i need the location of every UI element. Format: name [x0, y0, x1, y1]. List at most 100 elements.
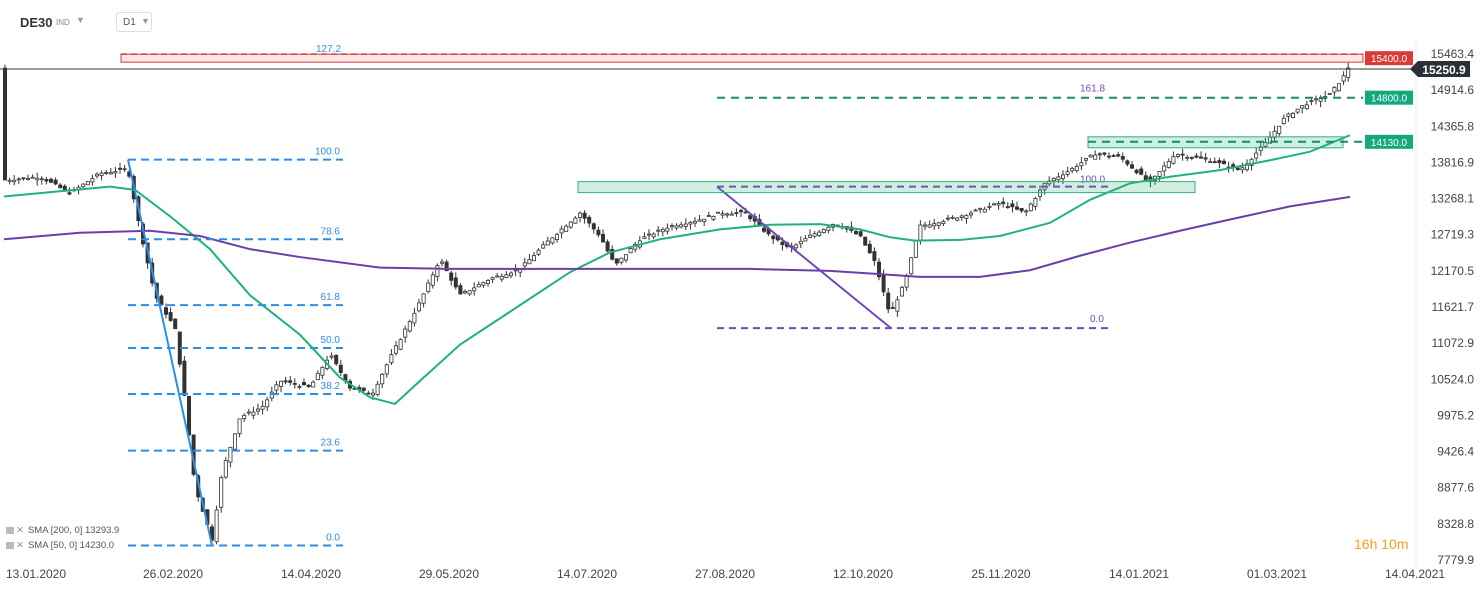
candle [1125, 160, 1130, 165]
legend-sma200[interactable]: ✕ SMA [200, 0] 13293.9 [6, 525, 119, 537]
fib-level-label: 61.8 [321, 292, 341, 303]
candle [725, 213, 730, 216]
candle [877, 261, 882, 278]
candle [702, 218, 707, 223]
candle [1084, 157, 1089, 161]
candle [90, 178, 95, 183]
candle [16, 178, 21, 181]
candle [1300, 105, 1305, 109]
candle [1107, 155, 1112, 158]
fib-level-label: 100.0 [1080, 175, 1105, 186]
x-tick-label: 27.08.2020 [695, 567, 755, 581]
candle [439, 261, 444, 264]
candle [1281, 117, 1286, 124]
eye-icon[interactable] [6, 541, 14, 549]
candle [578, 212, 583, 218]
candle [163, 307, 168, 315]
fib-level-label: 78.6 [321, 226, 341, 237]
candle [826, 226, 831, 231]
candle [462, 291, 467, 294]
x-tick-label: 29.05.2020 [419, 567, 479, 581]
fib-level-label: 161.8 [1080, 84, 1105, 95]
candle [1116, 154, 1121, 157]
candle [1088, 154, 1093, 158]
candle [228, 446, 233, 463]
fib-level-label: 127.2 [316, 44, 341, 55]
candle [499, 275, 504, 280]
y-tick-label: 8328.8 [1437, 517, 1474, 531]
candle [393, 345, 398, 354]
candle [1180, 153, 1185, 156]
timeframe-select[interactable]: D1 ▼ [116, 12, 152, 32]
candle [628, 248, 633, 254]
candle [1033, 198, 1038, 207]
candle [803, 238, 808, 242]
candle [518, 269, 523, 273]
candle [1346, 67, 1351, 78]
candle [412, 312, 417, 324]
candle [867, 243, 872, 254]
y-tick-label: 9975.2 [1437, 408, 1474, 422]
candle [591, 223, 596, 230]
candle [12, 179, 17, 183]
candle [246, 411, 251, 414]
candle [269, 391, 274, 399]
close-icon[interactable]: ✕ [16, 525, 24, 536]
close-icon[interactable]: ✕ [16, 540, 24, 551]
y-tick-label: 11072.9 [1432, 336, 1475, 350]
last-price-tag [1410, 61, 1470, 77]
candle [647, 233, 652, 236]
candle [812, 233, 817, 237]
candle [366, 392, 371, 395]
candle [720, 213, 725, 216]
symbol-label[interactable]: DE30 [20, 15, 53, 30]
eye-icon[interactable] [6, 526, 14, 534]
candle [173, 318, 178, 330]
candle [1189, 156, 1194, 159]
candle [1176, 154, 1181, 157]
chevron-down-icon[interactable]: ▼ [76, 15, 85, 25]
price-tag-label: 14130.0 [1371, 138, 1408, 149]
candle [1212, 161, 1217, 164]
candle [504, 274, 509, 279]
candle [1001, 201, 1006, 204]
y-tick-label: 12170.5 [1431, 264, 1475, 278]
candle [472, 287, 477, 292]
last-price-label: 15250.9 [1422, 63, 1466, 77]
y-tick-label: 11621.7 [1432, 300, 1475, 314]
candle [458, 285, 463, 295]
candle [927, 224, 932, 228]
candle [1332, 86, 1337, 93]
legend-sma50[interactable]: ✕ SMA [50, 0] 14230.0 [6, 540, 114, 552]
sma200-line [3, 195, 1351, 278]
candle [992, 203, 997, 206]
candle [918, 224, 923, 241]
candle [223, 460, 228, 478]
candle [435, 265, 440, 277]
candle [232, 433, 237, 450]
candle [651, 233, 656, 238]
candle [895, 299, 900, 312]
candle [1056, 176, 1061, 181]
candle [973, 209, 978, 212]
support-zone [577, 181, 1196, 194]
candle [329, 355, 334, 358]
candle [798, 240, 803, 245]
y-tick-label: 7779.9 [1437, 553, 1474, 567]
candle [495, 275, 500, 278]
candle [1005, 206, 1010, 208]
candle [1185, 156, 1190, 159]
candle [932, 223, 937, 227]
candle [81, 183, 86, 188]
candle [748, 215, 753, 220]
candle [683, 223, 688, 227]
candle [1171, 156, 1176, 164]
candle [384, 364, 389, 375]
candle [527, 259, 532, 265]
candle [1070, 167, 1075, 172]
candle [996, 203, 1001, 206]
candle [255, 408, 260, 412]
candle [1263, 142, 1268, 147]
candle [242, 414, 247, 420]
